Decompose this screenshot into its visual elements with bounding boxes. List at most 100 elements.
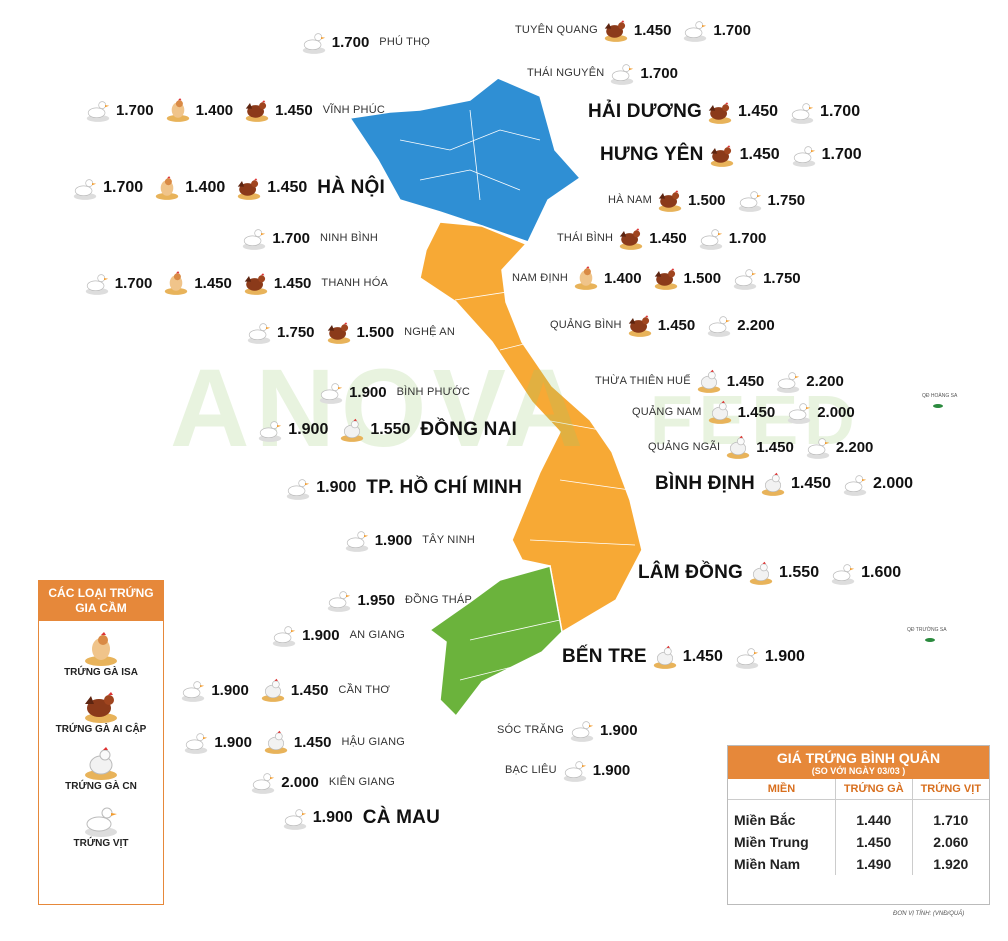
- province-row: 1.700 NINH BÌNH: [240, 225, 378, 251]
- egg-icon: [261, 678, 285, 702]
- province-row: TUYÊN QUANG 1.450 1.700: [515, 17, 757, 43]
- province-name: HÀ NỘI: [317, 177, 385, 198]
- province-row: LÂM ĐỒNG 1.550 1.600: [638, 560, 907, 586]
- egg-icon: [85, 747, 117, 780]
- price: 1.400: [195, 101, 234, 119]
- legend-item: TRỨNG VỊT: [39, 802, 163, 849]
- egg-icon: [185, 733, 208, 754]
- province-name: HẢI DƯƠNG: [588, 101, 702, 122]
- price: 1.450: [275, 101, 313, 119]
- egg-icon: [156, 176, 179, 200]
- egg-icon: [563, 761, 586, 782]
- column-header: TRỨNG VỊT: [911, 779, 989, 800]
- unit-note: ĐƠN VỊ TÍNH: (VNĐ/QUẢ): [893, 911, 965, 917]
- province-name: NAM ĐỊNH: [512, 272, 568, 284]
- province-row: QUẢNG BÌNH 1.450 2.200: [550, 312, 781, 338]
- legend-item: TRỨNG GÀ ISA: [39, 631, 163, 678]
- province-name: TÂY NINH: [422, 534, 475, 546]
- table-cell: 1.710: [911, 799, 989, 831]
- price: 1.450: [756, 438, 794, 456]
- province-row: SÓC TRĂNG 1.900: [497, 717, 644, 743]
- egg-icon: [806, 438, 830, 459]
- price: 1.550: [779, 564, 820, 581]
- island-label: QĐ TRƯỜNG SA: [907, 627, 947, 633]
- table-row: Miền Trung 1.450 2.060: [728, 831, 989, 853]
- egg-icon: [654, 268, 677, 290]
- price: 1.450: [657, 316, 696, 334]
- header-row: MIỀN TRỨNG GÀ TRỨNG VỊT: [728, 779, 989, 800]
- legend-label: TRỨNG VỊT: [73, 838, 129, 849]
- province-name: AN GIANG: [349, 629, 405, 641]
- province-name: QUẢNG NAM: [632, 406, 702, 418]
- province-name: TP. HỒ CHÍ MINH: [366, 477, 522, 498]
- province-name: HƯNG YÊN: [600, 144, 704, 165]
- province-name: THANH HÓA: [321, 277, 388, 289]
- province-name: BẾN TRE: [562, 646, 647, 667]
- column-header: MIỀN: [728, 779, 836, 800]
- province-name: BÌNH PHƯỚC: [396, 386, 470, 398]
- egg-icon: [611, 64, 634, 85]
- price: 1.400: [185, 179, 226, 196]
- egg-icon: [604, 20, 628, 42]
- egg-icon: [166, 98, 189, 122]
- egg-icon: [244, 273, 268, 295]
- egg-icon: [245, 100, 269, 122]
- province-row: 1.900 1.450 HẬU GIANG: [182, 729, 405, 755]
- legend-label: TRỨNG GÀ ISA: [64, 667, 138, 678]
- egg-icon: [252, 773, 275, 794]
- province-row: 1.700 1.400 1.450 VĨNH PHÚC: [84, 97, 385, 123]
- province-row: 1.900 CÀ MAU: [281, 805, 440, 831]
- egg-icon: [238, 178, 261, 200]
- province-name: THÁI NGUYÊN: [527, 67, 605, 79]
- province-row: QUẢNG NGÃI 1.450 2.200: [648, 434, 879, 460]
- price: 1.900: [600, 721, 638, 739]
- price: 1.900: [312, 809, 353, 826]
- legend: CÁC LOẠI TRỨNG GIA CẦM TRỨNG GÀ ISA TRỨNG…: [38, 580, 164, 905]
- province-row: THỪA THIÊN HUẾ 1.450 2.200: [595, 368, 850, 394]
- egg-icon: [831, 564, 855, 585]
- egg-icon: [341, 418, 364, 442]
- price: 1.450: [194, 274, 232, 292]
- province-name: THÁI BÌNH: [557, 232, 614, 244]
- price: 1.700: [103, 179, 144, 196]
- egg-icon: [708, 400, 731, 424]
- column-header: TRỨNG GÀ: [834, 779, 913, 800]
- egg-icon: [735, 648, 759, 669]
- province-name: PHÚ THỌ: [379, 36, 430, 48]
- price: 1.900: [288, 421, 329, 438]
- price: 1.700: [272, 229, 310, 247]
- price: 1.900: [764, 648, 805, 665]
- province-row: NAM ĐỊNH 1.400 1.500 1.750: [512, 265, 807, 291]
- legend-item: TRỨNG GÀ AI CẬP: [39, 688, 163, 735]
- price: 2.200: [737, 316, 775, 334]
- price: 1.700: [713, 21, 751, 39]
- price: 1.750: [276, 323, 315, 341]
- price: 1.450: [739, 146, 780, 163]
- province-name: TUYÊN QUANG: [515, 24, 598, 36]
- egg-icon: [319, 383, 343, 404]
- province-name: BÌNH ĐỊNH: [655, 473, 755, 494]
- price: 1.700: [821, 146, 862, 163]
- egg-icon: [283, 809, 306, 830]
- price: 1.750: [767, 191, 806, 209]
- egg-icon: [570, 721, 594, 742]
- egg-icon: [272, 626, 296, 647]
- egg-icon: [620, 228, 643, 250]
- price: 2.000: [817, 403, 855, 421]
- price: 1.900: [316, 479, 357, 496]
- egg-icon: [247, 323, 271, 344]
- table-cell: 1.450: [834, 831, 913, 853]
- table-cell: 1.920: [911, 853, 989, 875]
- egg-icon: [708, 316, 731, 337]
- price: 1.700: [640, 64, 678, 82]
- province-row: 1.700 PHÚ THỌ: [300, 29, 430, 55]
- egg-icon: [733, 269, 757, 290]
- table-row: Miền Nam 1.490 1.920: [728, 853, 989, 875]
- province-name: ĐỒNG THÁP: [405, 594, 472, 606]
- price: 1.550: [370, 421, 411, 438]
- egg-icon: [727, 435, 750, 459]
- province-name: BẠC LIÊU: [505, 764, 557, 776]
- egg-icon: [697, 369, 720, 393]
- egg-icon: [345, 531, 368, 552]
- egg-icon: [658, 190, 682, 212]
